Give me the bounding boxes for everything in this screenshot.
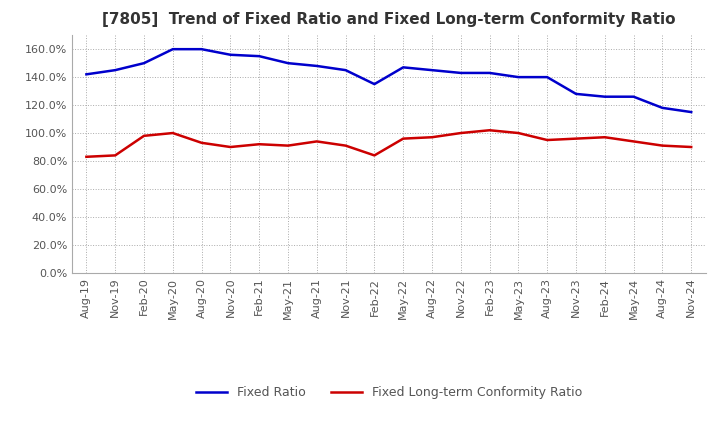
Fixed Long-term Conformity Ratio (226, 144, 235, 150)
Line: Fixed Ratio: Fixed Ratio (86, 49, 691, 112)
Fixed Ratio (456, 70, 465, 76)
Fixed Ratio (543, 74, 552, 80)
Fixed Ratio (111, 67, 120, 73)
Fixed Ratio (140, 61, 148, 66)
Fixed Ratio (255, 54, 264, 59)
Fixed Long-term Conformity Ratio (428, 135, 436, 140)
Fixed Long-term Conformity Ratio (514, 130, 523, 136)
Fixed Ratio (168, 47, 177, 52)
Fixed Long-term Conformity Ratio (140, 133, 148, 139)
Fixed Long-term Conformity Ratio (629, 139, 638, 144)
Fixed Ratio (658, 105, 667, 110)
Fixed Ratio (370, 81, 379, 87)
Fixed Long-term Conformity Ratio (658, 143, 667, 148)
Fixed Long-term Conformity Ratio (341, 143, 350, 148)
Fixed Ratio (514, 74, 523, 80)
Title: [7805]  Trend of Fixed Ratio and Fixed Long-term Conformity Ratio: [7805] Trend of Fixed Ratio and Fixed Lo… (102, 12, 675, 27)
Fixed Long-term Conformity Ratio (82, 154, 91, 159)
Fixed Ratio (629, 94, 638, 99)
Fixed Long-term Conformity Ratio (197, 140, 206, 146)
Fixed Long-term Conformity Ratio (284, 143, 292, 148)
Fixed Ratio (399, 65, 408, 70)
Fixed Long-term Conformity Ratio (399, 136, 408, 141)
Fixed Ratio (226, 52, 235, 57)
Fixed Ratio (572, 91, 580, 96)
Fixed Long-term Conformity Ratio (255, 142, 264, 147)
Fixed Long-term Conformity Ratio (485, 128, 494, 133)
Fixed Long-term Conformity Ratio (543, 137, 552, 143)
Legend: Fixed Ratio, Fixed Long-term Conformity Ratio: Fixed Ratio, Fixed Long-term Conformity … (191, 381, 587, 404)
Fixed Long-term Conformity Ratio (168, 130, 177, 136)
Fixed Long-term Conformity Ratio (572, 136, 580, 141)
Fixed Ratio (82, 72, 91, 77)
Fixed Long-term Conformity Ratio (456, 130, 465, 136)
Fixed Ratio (341, 67, 350, 73)
Fixed Ratio (284, 61, 292, 66)
Fixed Ratio (600, 94, 609, 99)
Fixed Ratio (687, 110, 696, 115)
Fixed Long-term Conformity Ratio (111, 153, 120, 158)
Fixed Long-term Conformity Ratio (687, 144, 696, 150)
Fixed Ratio (428, 67, 436, 73)
Fixed Ratio (312, 63, 321, 69)
Fixed Long-term Conformity Ratio (600, 135, 609, 140)
Fixed Ratio (197, 47, 206, 52)
Fixed Long-term Conformity Ratio (312, 139, 321, 144)
Fixed Ratio (485, 70, 494, 76)
Line: Fixed Long-term Conformity Ratio: Fixed Long-term Conformity Ratio (86, 130, 691, 157)
Fixed Long-term Conformity Ratio (370, 153, 379, 158)
